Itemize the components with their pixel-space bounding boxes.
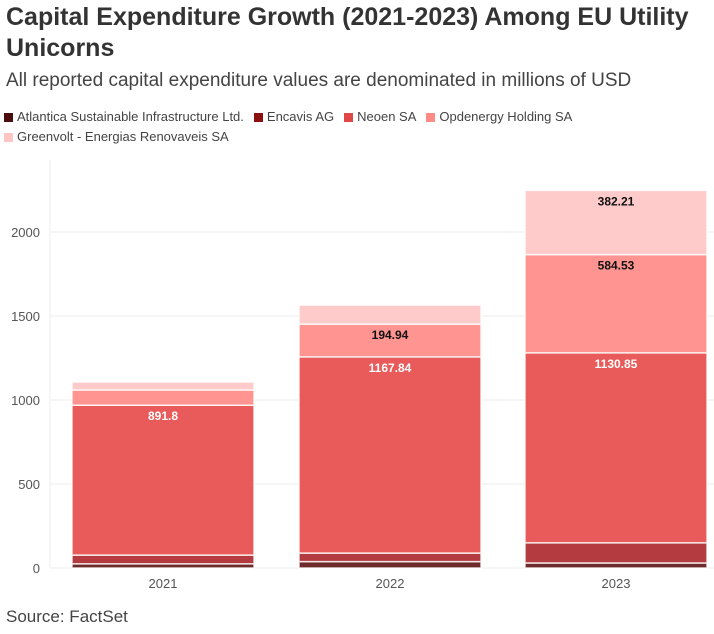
bar-segment: [71, 389, 255, 406]
data-label: 891.8: [148, 409, 178, 423]
legend-item: Neoen SA: [344, 107, 416, 127]
bar-segment: [298, 304, 482, 325]
legend-label: Encavis AG: [266, 109, 335, 124]
bar-segment: [71, 404, 255, 556]
data-label: 584.53: [598, 259, 635, 273]
chart-title: Capital Expenditure Growth (2021-2023) A…: [6, 3, 689, 62]
y-tick-label: 500: [18, 477, 40, 492]
source-note: Source: FactSet: [6, 607, 128, 626]
legend-label: Opdenergy Holding SA: [439, 109, 573, 124]
chart-area: 0 500 1000 1500 2000 891.8 2021 1167.84 194.94 20…: [11, 160, 714, 591]
legend-swatch: [253, 113, 263, 122]
data-label: 194.94: [372, 328, 409, 342]
legend: Atlantica Sustainable Infrastructure Ltd…: [4, 107, 704, 147]
chart-subtitle: All reported capital expenditure values …: [6, 70, 632, 91]
legend-swatch: [4, 113, 13, 122]
legend-item: Opdenergy Holding SA: [426, 107, 572, 127]
bar-segment: [524, 189, 708, 256]
bar-segment: [524, 542, 708, 564]
legend-label: Greenvolt - Energias Renovaveis SA: [17, 129, 229, 144]
bar-segment: [298, 552, 482, 563]
legend-swatch: [426, 113, 436, 122]
legend-item: Encavis AG: [253, 107, 335, 127]
bar-segment: [524, 562, 708, 569]
data-label: 1167.84: [369, 361, 412, 375]
x-tick-label: 2021: [149, 576, 178, 591]
legend-swatch: [4, 133, 13, 142]
bar-segment: [298, 560, 482, 569]
x-tick-label: 2023: [602, 576, 631, 591]
bar-segment: [71, 381, 255, 391]
x-tick-label: 2022: [376, 576, 405, 591]
legend-label: Neoen SA: [357, 109, 417, 124]
legend-swatch: [344, 113, 354, 122]
bar-segment: [298, 323, 482, 358]
data-label: 1130.85: [595, 357, 638, 371]
bar-segment: [298, 356, 482, 554]
legend-label: Atlantica Sustainable Infrastructure Ltd…: [17, 109, 244, 124]
bar-segment: [71, 554, 255, 565]
legend-item: Atlantica Sustainable Infrastructure Ltd…: [4, 107, 244, 127]
bar-segment: [524, 352, 708, 544]
data-label: 382.21: [598, 194, 635, 208]
y-tick-label: 0: [33, 561, 40, 576]
y-tick-label: 2000: [11, 225, 40, 240]
legend-item: Greenvolt - Energias Renovaveis SA: [4, 127, 229, 147]
y-tick-label: 1000: [11, 393, 40, 408]
y-tick-label: 1500: [11, 309, 40, 324]
